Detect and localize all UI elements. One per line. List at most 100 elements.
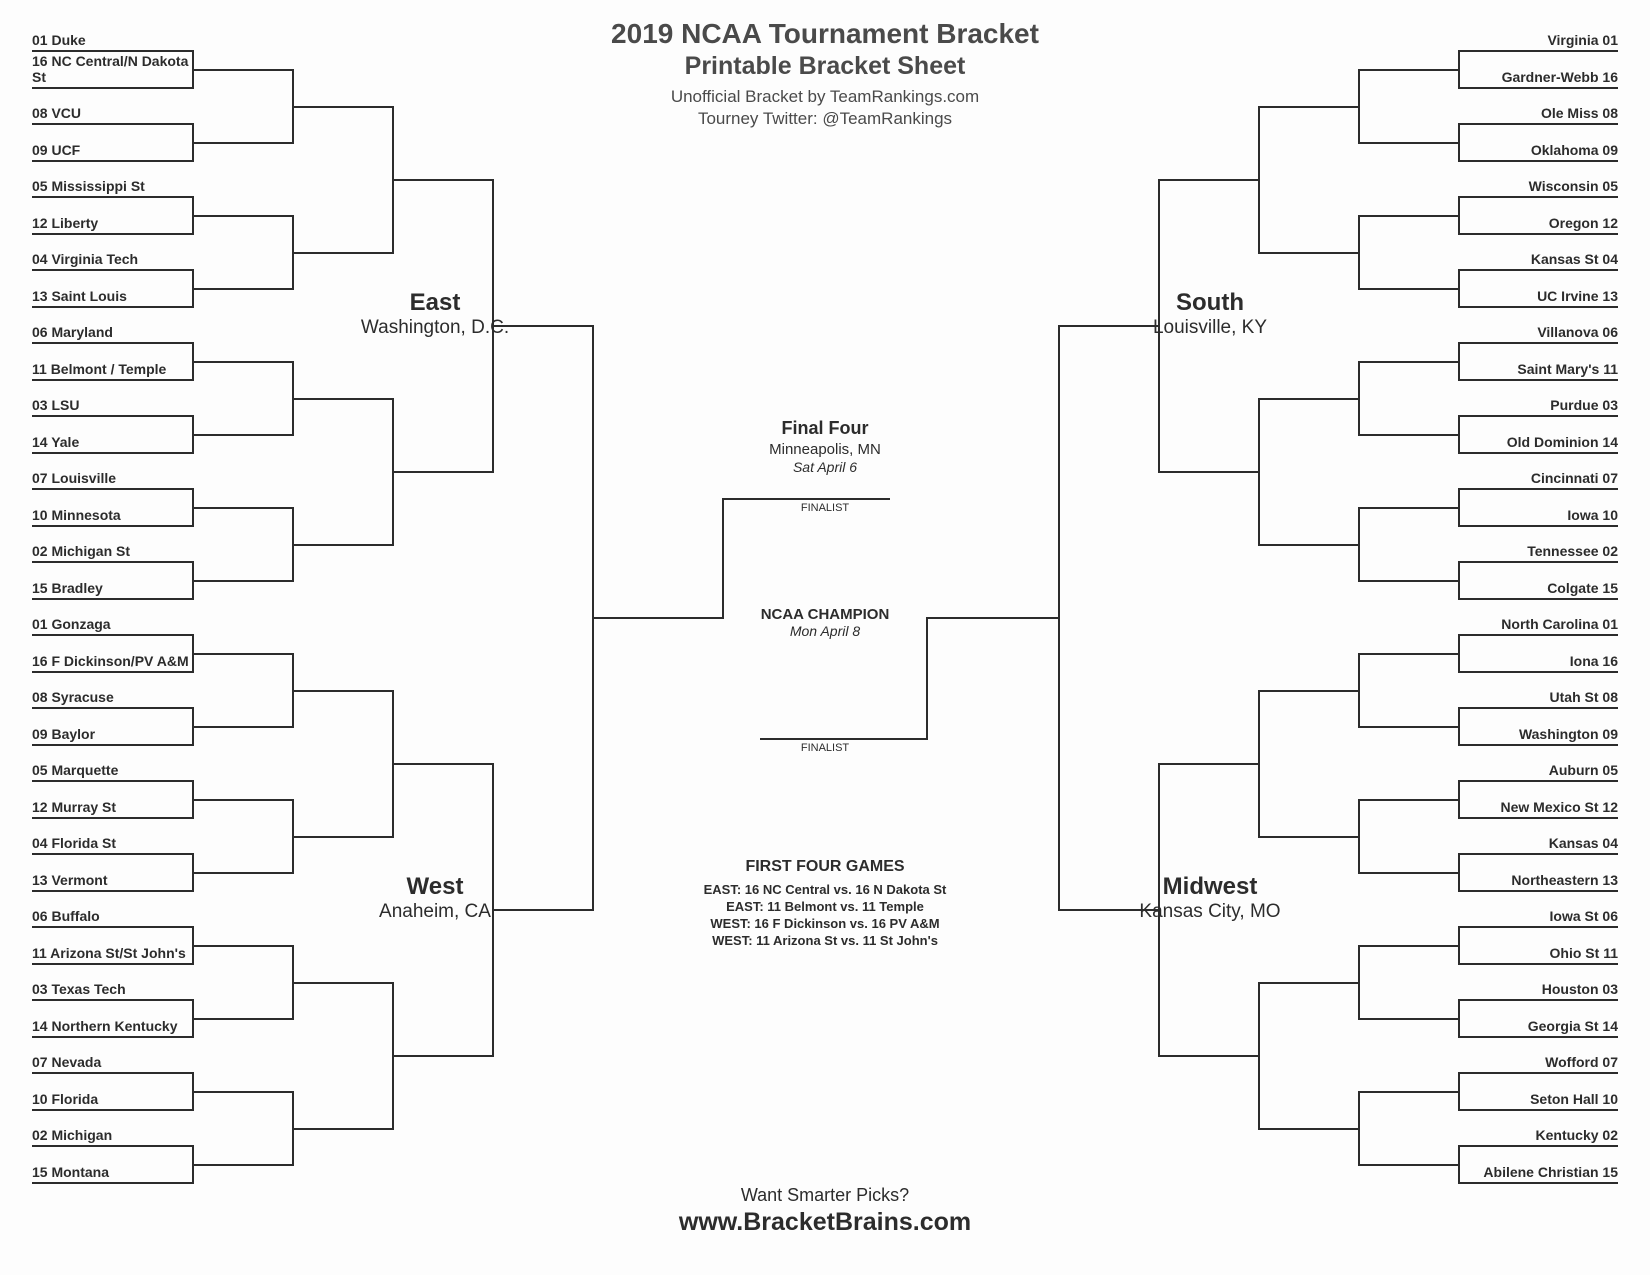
bracket-line — [1358, 1091, 1360, 1166]
footer-question: Want Smarter Picks? — [0, 1185, 1650, 1206]
team-slot-west-1: 16 F Dickinson/PV A&M — [32, 653, 192, 673]
final-four-location: Minneapolis, MN — [715, 441, 935, 458]
team-slot-south-13: Iowa 10 — [1458, 507, 1618, 527]
region-label-midwest: MidwestKansas City, MO — [1085, 873, 1335, 923]
bracket-line — [1358, 653, 1360, 728]
bracket-line — [1158, 763, 1258, 765]
first-four-block: FIRST FOUR GAMES EAST: 16 NC Central vs. … — [660, 858, 990, 948]
bracket-line — [1058, 325, 1060, 911]
team-slot-west-9: 11 Arizona St/St John's — [32, 945, 192, 965]
bracket-line — [928, 617, 1058, 619]
team-slot-south-6: Kansas St 04 — [1458, 251, 1618, 271]
header-sub-1: Unofficial Bracket by TeamRankings.com — [0, 87, 1650, 107]
team-slot-east-6: 04 Virginia Tech — [32, 251, 192, 271]
bracket-line — [192, 1091, 292, 1093]
bracket-line — [1358, 434, 1458, 436]
bracket-line — [292, 1128, 392, 1130]
bracket-line — [1258, 544, 1358, 546]
bracket-line — [1258, 836, 1358, 838]
first-four-game-0: EAST: 16 NC Central vs. 16 N Dakota St — [660, 882, 990, 897]
final-four-block: Final FourMinneapolis, MNSat April 6 — [715, 418, 935, 475]
bracket-line — [760, 498, 890, 500]
bracket-line — [1358, 1164, 1458, 1166]
bracket-line — [1358, 872, 1458, 874]
bracket-line — [1358, 215, 1360, 290]
bracket-line — [192, 434, 292, 436]
team-slot-east-13: 10 Minnesota — [32, 507, 192, 527]
bracket-line — [1458, 488, 1460, 527]
team-slot-west-13: 10 Florida — [32, 1091, 192, 1111]
bracket-line — [1458, 853, 1460, 892]
team-slot-east-4: 05 Mississippi St — [32, 178, 192, 198]
region-label-south: SouthLouisville, KY — [1085, 289, 1335, 339]
team-slot-midwest-2: Utah St 08 — [1458, 689, 1618, 709]
bracket-line — [1458, 780, 1460, 819]
bracket-line — [192, 1018, 292, 1020]
team-slot-midwest-4: Auburn 05 — [1458, 762, 1618, 782]
bracket-line — [592, 617, 722, 619]
bracket-line — [760, 738, 890, 740]
team-slot-south-14: Tennessee 02 — [1458, 543, 1618, 563]
bracket-line — [1158, 1055, 1258, 1057]
team-slot-south-11: Old Dominion 14 — [1458, 434, 1618, 454]
team-slot-east-9: 11 Belmont / Temple — [32, 361, 192, 381]
region-label-east: EastWashington, D.C. — [310, 289, 560, 339]
region-name-west: West — [310, 873, 560, 901]
first-four-title: FIRST FOUR GAMES — [660, 858, 990, 876]
bracket-line — [1358, 653, 1458, 655]
bracket-line — [392, 1055, 492, 1057]
bracket-line — [1158, 471, 1258, 473]
bracket-line — [1258, 690, 1358, 692]
team-slot-east-12: 07 Louisville — [32, 470, 192, 490]
bracket-line — [1358, 215, 1458, 217]
region-name-south: South — [1085, 289, 1335, 317]
team-slot-east-8: 06 Maryland — [32, 324, 192, 344]
bracket-line — [1358, 799, 1458, 801]
team-slot-south-8: Villanova 06 — [1458, 324, 1618, 344]
team-slot-east-5: 12 Liberty — [32, 215, 192, 235]
bracket-line — [1258, 398, 1358, 400]
region-location-west: Anaheim, CA — [310, 901, 560, 923]
team-slot-south-10: Purdue 03 — [1458, 397, 1618, 417]
first-four-game-2: WEST: 16 F Dickinson vs. 16 PV A&M — [660, 916, 990, 931]
team-slot-west-7: 13 Vermont — [32, 872, 192, 892]
bracket-line — [1458, 342, 1460, 381]
bracket-line — [1358, 799, 1360, 874]
team-slot-south-15: Colgate 15 — [1458, 580, 1618, 600]
first-four-game-3: WEST: 11 Arizona St vs. 11 St John's — [660, 933, 990, 948]
bracket-line — [292, 690, 392, 692]
finalist-label-top: FINALIST — [760, 502, 890, 514]
team-slot-midwest-9: Ohio St 11 — [1458, 945, 1618, 965]
team-slot-south-9: Saint Mary's 11 — [1458, 361, 1618, 381]
bracket-line — [1358, 507, 1458, 509]
bracket-line — [1358, 1091, 1458, 1093]
bracket-line — [1258, 1128, 1358, 1130]
bracket-line — [192, 872, 292, 874]
team-slot-east-7: 13 Saint Louis — [32, 288, 192, 308]
bracket-line — [1458, 1145, 1460, 1184]
team-slot-west-12: 07 Nevada — [32, 1054, 192, 1074]
bracket-line — [1458, 269, 1460, 308]
bracket-line — [392, 763, 492, 765]
team-slot-midwest-0: North Carolina 01 — [1458, 616, 1618, 636]
team-slot-midwest-10: Houston 03 — [1458, 981, 1618, 1001]
team-slot-midwest-5: New Mexico St 12 — [1458, 799, 1618, 819]
footer-url: www.BracketBrains.com — [0, 1208, 1650, 1237]
header-title-2: Printable Bracket Sheet — [0, 52, 1650, 81]
team-slot-west-2: 08 Syracuse — [32, 689, 192, 709]
region-location-midwest: Kansas City, MO — [1085, 901, 1335, 923]
bracket-line — [292, 836, 392, 838]
bracket-line — [888, 738, 928, 740]
bracket-line — [192, 580, 292, 582]
bracket-line — [1458, 196, 1460, 235]
bracket-line — [292, 982, 392, 984]
team-slot-west-11: 14 Northern Kentucky — [32, 1018, 192, 1038]
bracket-line — [1458, 561, 1460, 600]
team-slot-midwest-11: Georgia St 14 — [1458, 1018, 1618, 1038]
bracket-line — [192, 945, 292, 947]
bracket-line — [1358, 361, 1458, 363]
bracket-line — [1358, 361, 1360, 436]
team-slot-west-0: 01 Gonzaga — [32, 616, 192, 636]
bracket-line — [1358, 142, 1458, 144]
bracket-line — [1458, 926, 1460, 965]
